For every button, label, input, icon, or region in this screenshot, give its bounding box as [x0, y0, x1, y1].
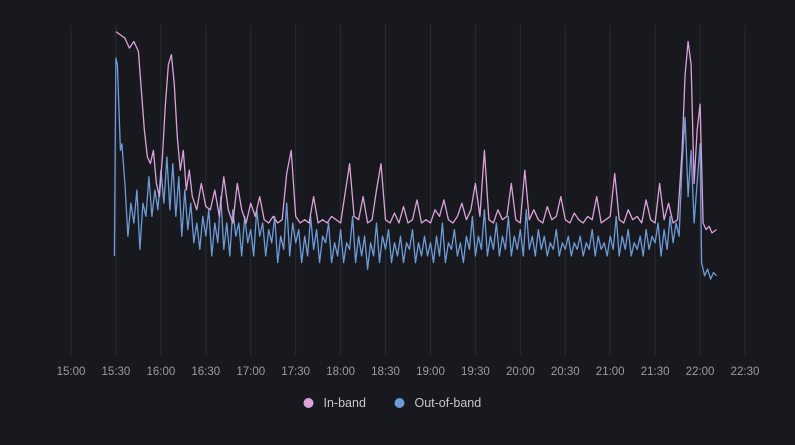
- x-tick-label: 19:00: [416, 366, 445, 378]
- legend-label: In-band: [324, 396, 366, 410]
- series-lines: [113, 31, 717, 280]
- legend-label: Out-of-band: [415, 396, 482, 410]
- legend-swatch: [394, 398, 405, 408]
- x-tick-label: 18:00: [326, 366, 355, 378]
- x-tick-label: 16:30: [191, 366, 220, 378]
- x-tick-label: 16:00: [146, 366, 175, 378]
- legend[interactable]: In-band Out-of-band: [303, 396, 482, 410]
- x-tick-label: 19:30: [461, 366, 490, 378]
- series-line-in-band: [115, 31, 717, 234]
- x-tick-label: 21:30: [641, 366, 670, 378]
- grid-lines: [70, 25, 746, 355]
- series-line-out-of-band: [113, 57, 717, 280]
- x-tick-label: 17:00: [236, 366, 265, 378]
- x-tick-label: 15:00: [57, 366, 86, 378]
- legend-swatch: [303, 398, 314, 408]
- x-tick-label: 22:30: [731, 366, 760, 378]
- x-tick-label: 15:30: [102, 366, 131, 378]
- x-tick-label: 20:00: [506, 366, 535, 378]
- x-tick-label: 22:00: [686, 366, 715, 378]
- legend-item-in-band[interactable]: In-band: [303, 396, 366, 410]
- legend-item-out-of-band[interactable]: Out-of-band: [394, 396, 482, 410]
- x-tick-label: 21:00: [596, 366, 625, 378]
- x-tick-label: 17:30: [281, 366, 310, 378]
- x-tick-label: 18:30: [371, 366, 400, 378]
- x-tick-label: 20:30: [551, 366, 580, 378]
- x-axis-tick-labels: 15:00 15:30 16:00 16:30 17:00 17:30 18:00 18:30…: [57, 366, 760, 378]
